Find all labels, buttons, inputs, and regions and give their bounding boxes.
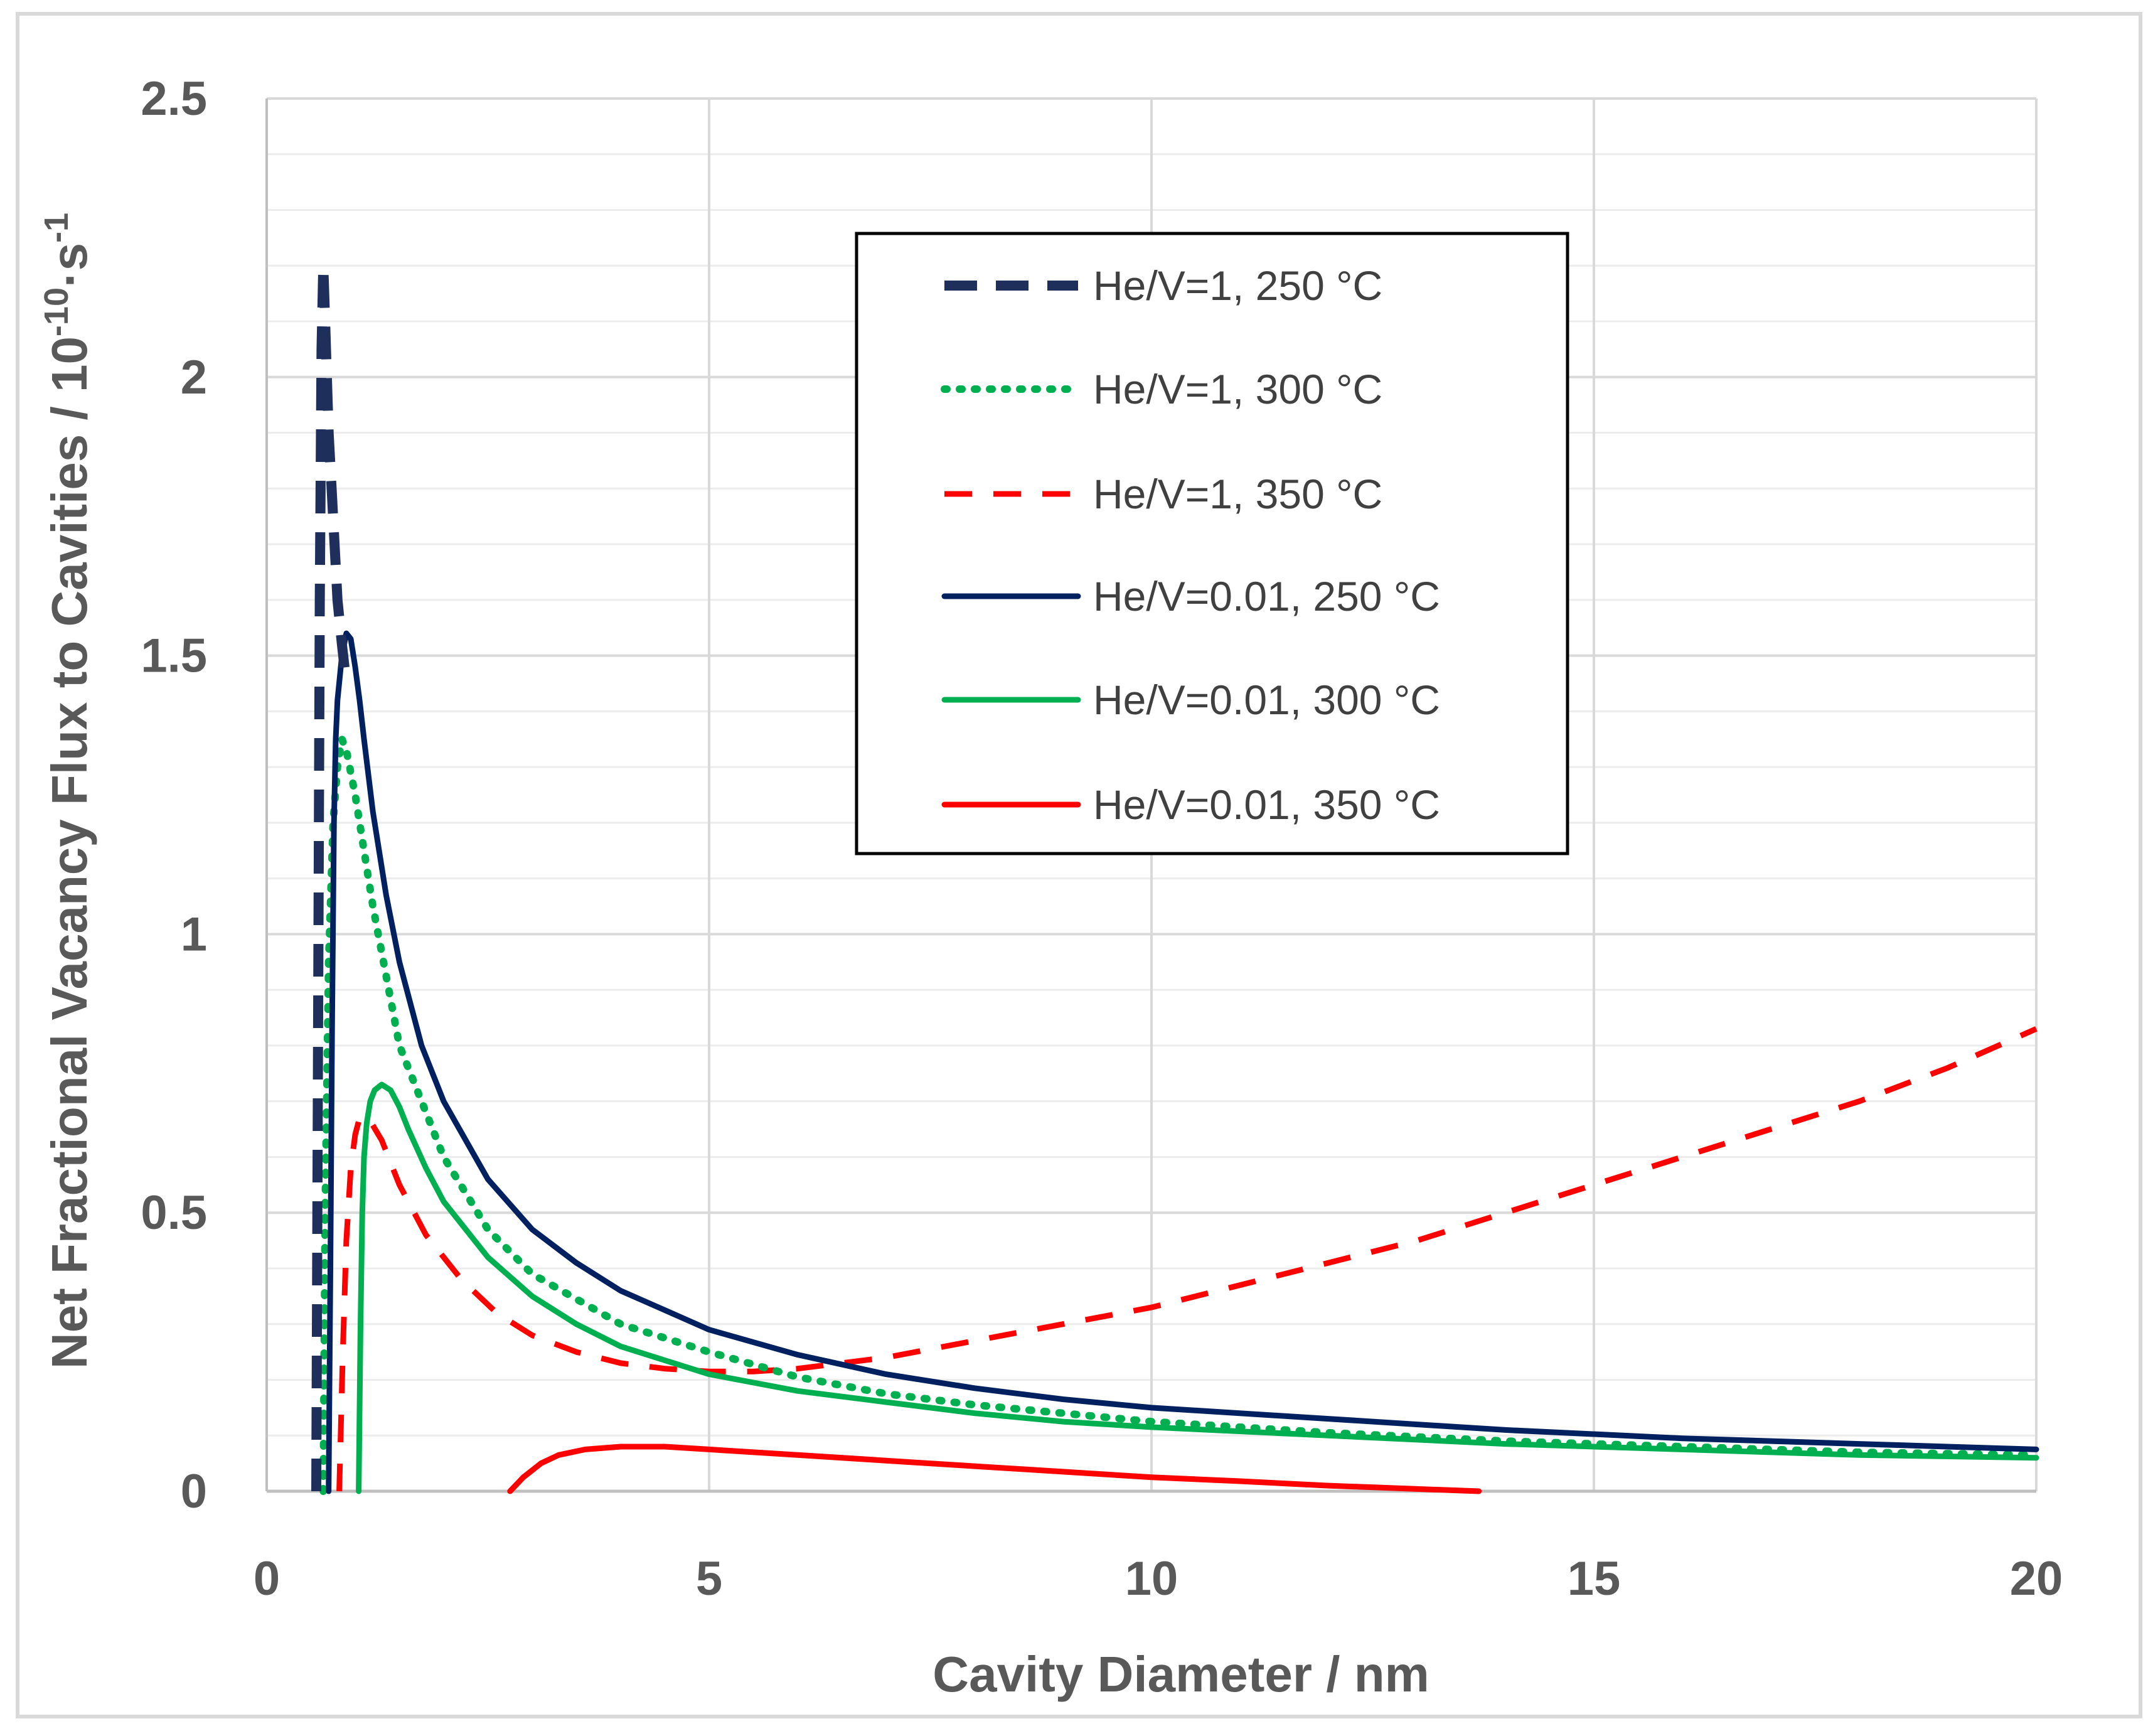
series-line-1 bbox=[319, 735, 2040, 1495]
y-tick-label: 1.5 bbox=[141, 630, 207, 683]
series-line-5 bbox=[507, 1444, 1482, 1494]
x-tick-label: 15 bbox=[1568, 1552, 1621, 1605]
legend-label: He/V=0.01, 250 °C bbox=[1093, 573, 1440, 619]
y-tick-label: 1 bbox=[181, 908, 207, 961]
y-axis-title-exp1: -10 bbox=[38, 287, 75, 336]
y-tick-label: 2.5 bbox=[141, 72, 207, 126]
legend-label: He/V=0.01, 300 °C bbox=[1093, 677, 1440, 723]
x-tick-label: 0 bbox=[254, 1552, 280, 1605]
legend-label: He/V=1, 300 °C bbox=[1093, 366, 1382, 412]
legend: He/V=1, 250 °C He/V=1, 300 °C He/V=1, 350 … bbox=[855, 232, 1569, 855]
legend-items: He/V=1, 250 °C He/V=1, 300 °C He/V=1, 350 … bbox=[941, 262, 1440, 828]
tick-labels: 0 5 10 15 20 0 0.5 1 1.5 2 2.5 bbox=[141, 72, 2063, 1605]
legend-label: He/V=1, 350 °C bbox=[1093, 471, 1382, 517]
legend-label: He/V=0.01, 350 °C bbox=[1093, 781, 1440, 828]
y-tick-label: 0 bbox=[181, 1465, 207, 1518]
series-line-3 bbox=[326, 630, 2039, 1494]
x-tick-label: 5 bbox=[696, 1552, 722, 1605]
legend-label: He/V=1, 250 °C bbox=[1093, 262, 1382, 309]
axes bbox=[265, 99, 2036, 1493]
y-tick-label: 2 bbox=[181, 351, 207, 404]
y-axis-title: Net Fractional Vacancy Flux to Cavities … bbox=[38, 213, 97, 1369]
x-axis-title: Cavity Diameter / nm bbox=[932, 1646, 1429, 1702]
legend-box bbox=[855, 232, 1569, 855]
y-axis-title-main: Net Fractional Vacancy Flux to Cavities … bbox=[41, 336, 97, 1369]
series-layer bbox=[311, 260, 2040, 1495]
chart-frame bbox=[16, 12, 2142, 1718]
x-tick-label: 20 bbox=[2010, 1552, 2063, 1605]
series-line-0 bbox=[311, 260, 351, 1492]
series-line-4 bbox=[356, 1081, 2039, 1494]
y-axis-title-mid: ·s bbox=[41, 243, 97, 287]
y-tick-label: 0.5 bbox=[141, 1186, 207, 1240]
y-axis-title-exp2: -1 bbox=[38, 213, 75, 243]
x-tick-label: 10 bbox=[1125, 1552, 1178, 1605]
